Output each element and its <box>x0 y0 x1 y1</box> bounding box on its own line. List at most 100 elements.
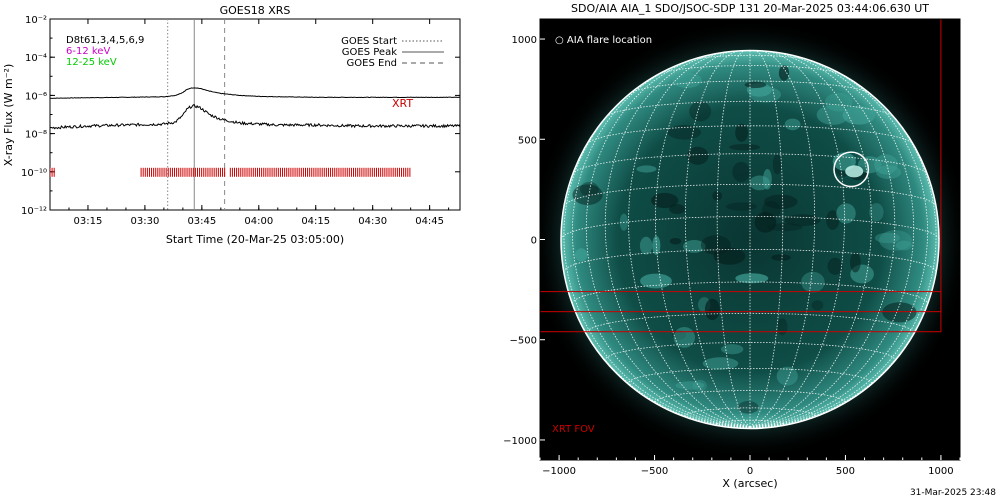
lightcurve-x-axis-label: Start Time (20-Mar-25 03:05:00) <box>166 233 344 246</box>
dark-region <box>761 200 781 219</box>
dark-region <box>882 302 917 323</box>
dark-region <box>651 192 679 209</box>
bright-region <box>683 240 706 253</box>
xrt-fov-box <box>540 291 942 313</box>
dark-region <box>713 247 746 265</box>
lightcurve-plot-frame <box>49 18 461 211</box>
dark-region <box>726 202 757 211</box>
dark-region <box>744 81 767 89</box>
x-tick-label: 04:15 <box>301 216 330 227</box>
y-tick-label: 10⁻² <box>25 15 47 26</box>
y-tick-label: 10⁻⁸ <box>25 130 47 141</box>
lightcurve-series <box>50 87 460 130</box>
legend-right-entry: GOES Peak <box>342 47 397 58</box>
longitude-line <box>571 61 751 428</box>
dark-region <box>826 210 840 230</box>
heliographic-grid <box>560 49 940 430</box>
x-tick-label: −1000 <box>542 466 576 477</box>
dark-region <box>784 214 821 227</box>
xrt-fov-box <box>540 19 942 333</box>
bright-region <box>879 230 912 251</box>
x-tick-label: −500 <box>641 466 668 477</box>
aia-x-ticks: −1000 −500 0 500 1000 <box>539 455 961 477</box>
bright-region <box>824 92 853 112</box>
dark-region <box>669 238 682 245</box>
longitude-line <box>628 51 751 428</box>
y-tick-label: −1000 <box>503 436 537 447</box>
latitude-line <box>689 54 811 61</box>
lightcurve-x-ticks: 03:15 03:30 03:45 04:00 04:15 04:30 04:45 <box>49 19 450 227</box>
x-tick-label: 500 <box>836 466 855 477</box>
y-tick-label: 10⁻¹² <box>21 206 47 217</box>
dark-region <box>763 194 798 209</box>
flare-location-legend: ○ AIA flare location <box>555 35 652 46</box>
aia-image-panel: SDO/AIA AIA_1 SDO/JSOC-SDP 131 20-Mar-20… <box>503 2 961 490</box>
bright-region <box>702 357 739 370</box>
longitude-line <box>685 50 751 428</box>
bright-region <box>776 366 798 386</box>
x-tick-label: 03:30 <box>130 216 159 227</box>
longitude-line <box>749 50 815 428</box>
bright-region <box>639 236 653 255</box>
x-tick-label: 04:30 <box>358 216 387 227</box>
dark-region <box>754 211 777 233</box>
dark-region <box>735 123 748 142</box>
series-line-short <box>50 104 460 130</box>
dark-region <box>732 161 750 182</box>
bright-region <box>735 273 769 284</box>
footer-timestamp: 31-Mar-2025 23:48 <box>910 488 996 498</box>
y-tick-label: 10⁻¹⁰ <box>21 168 47 179</box>
bright-region <box>749 175 770 191</box>
bright-region <box>801 271 825 293</box>
latitude-line <box>585 312 915 335</box>
aia-y-ticks: 1000 500 0 −500 −1000 <box>503 35 545 447</box>
goes-lightcurve-panel: GOES18 XRS 03:15 03:30 03:45 04:00 04:15 04:3… <box>2 4 461 246</box>
y-tick-label: 500 <box>518 135 537 146</box>
x-tick-label: 0 <box>747 466 753 477</box>
dark-region <box>767 223 803 232</box>
lightcurve-y-ticks: 10⁻² 10⁻⁴ 10⁻⁶ 10⁻⁸ 10⁻¹⁰ 10⁻¹² <box>21 15 460 217</box>
legend-right-entry: GOES Start <box>341 36 397 47</box>
dark-region <box>771 254 791 261</box>
dark-region <box>850 252 861 273</box>
x-tick-label: 03:15 <box>74 216 103 227</box>
xrt-fov-boxes <box>540 19 942 333</box>
dark-region <box>712 191 723 201</box>
bright-region <box>784 118 801 131</box>
bright-region <box>640 273 672 289</box>
dark-region <box>778 65 790 81</box>
bright-region <box>816 104 850 125</box>
latitude-line <box>628 368 872 386</box>
series-line-long <box>50 87 460 99</box>
y-tick-label: 10⁻⁶ <box>25 91 47 102</box>
bright-region <box>721 344 744 355</box>
dark-region <box>704 298 720 321</box>
dark-region <box>777 318 788 336</box>
solar-limb <box>560 49 940 430</box>
y-tick-label: 1000 <box>512 35 537 46</box>
bright-region <box>874 154 898 175</box>
xrt-fov-label: XRT FOV <box>552 424 595 435</box>
y-tick-label: 10⁻⁴ <box>25 53 47 64</box>
bright-region <box>575 248 588 262</box>
longitude-line <box>749 51 872 428</box>
legend-left-entry: D8t61,3,4,5,6,9 <box>66 35 144 46</box>
x-tick-label: 1000 <box>928 466 953 477</box>
aia-image-content <box>540 19 960 459</box>
bright-region <box>652 235 661 255</box>
flare-bright-kernel <box>845 165 864 178</box>
bright-region <box>692 379 707 392</box>
bright-region <box>895 240 913 251</box>
lightcurve-title: GOES18 XRS <box>220 4 291 17</box>
dark-region <box>667 124 702 140</box>
legend-left-entry: 12-25 keV <box>66 57 117 68</box>
xrt-label: XRT <box>392 97 413 110</box>
bright-region <box>842 105 876 125</box>
x-tick-label: 03:45 <box>187 216 216 227</box>
dark-region <box>572 184 603 205</box>
goes-event-markers <box>167 19 226 210</box>
solar-surface-features <box>572 65 917 414</box>
y-tick-label: 0 <box>531 236 537 247</box>
